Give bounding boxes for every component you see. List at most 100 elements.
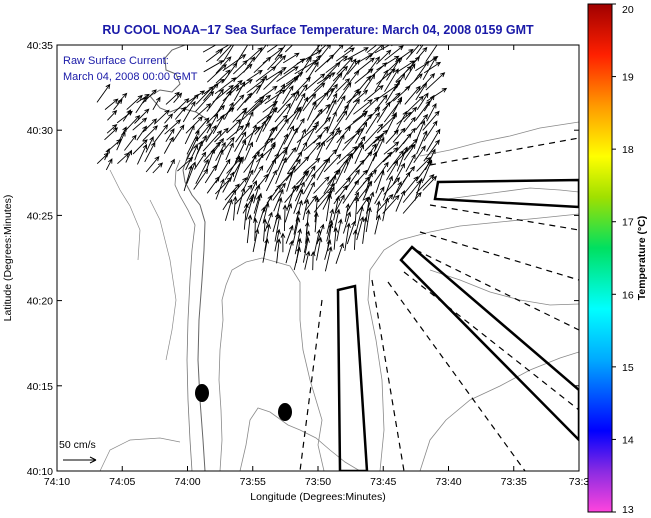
current-vector xyxy=(423,139,440,162)
current-vector xyxy=(104,98,119,110)
current-vector xyxy=(366,56,381,74)
current-vector xyxy=(426,87,448,102)
current-vector xyxy=(333,227,339,250)
current-vector xyxy=(415,100,431,121)
current-vector xyxy=(353,99,373,115)
current-vector xyxy=(206,64,227,83)
current-vector xyxy=(152,96,161,111)
current-vector xyxy=(124,134,137,151)
current-vector xyxy=(295,128,307,152)
dashed-sector-lines xyxy=(299,137,579,471)
x-tick-label: 73:45 xyxy=(370,476,396,488)
current-vector xyxy=(343,47,369,62)
current-vector xyxy=(276,66,299,82)
current-vector xyxy=(164,119,182,135)
current-vector xyxy=(274,45,286,60)
chart-title: RU COOL NOAA−17 Sea Surface Temperature:… xyxy=(102,23,534,37)
current-vector xyxy=(206,176,220,194)
current-vector xyxy=(345,98,360,121)
current-vector xyxy=(402,191,422,214)
current-vector xyxy=(374,69,388,92)
current-vector xyxy=(413,145,426,164)
current-vector xyxy=(332,110,348,133)
current-vector xyxy=(422,110,440,131)
current-vector xyxy=(344,222,351,251)
current-vector xyxy=(226,118,242,134)
current-vector xyxy=(396,60,416,73)
current-vector xyxy=(335,242,344,264)
current-vector xyxy=(326,208,335,234)
current-vector xyxy=(362,216,368,244)
colorbar-tick-label: 17 xyxy=(622,217,634,229)
current-vector xyxy=(264,211,273,232)
current-vector xyxy=(185,135,199,161)
current-vector xyxy=(193,151,207,170)
current-vector xyxy=(336,57,354,75)
current-vector xyxy=(215,178,225,200)
current-vector xyxy=(303,173,316,195)
current-vector xyxy=(325,55,348,74)
current-vector xyxy=(413,60,429,82)
current-vector xyxy=(244,141,254,161)
current-vector xyxy=(304,221,310,244)
current-vector xyxy=(316,157,331,181)
current-vector xyxy=(194,140,203,161)
current-vector xyxy=(356,216,365,241)
current-vector xyxy=(375,169,385,194)
current-vector xyxy=(116,92,128,105)
current-vector xyxy=(166,158,175,174)
current-vector xyxy=(163,136,174,154)
current-vector xyxy=(376,55,400,71)
current-vector xyxy=(404,176,419,194)
current-vector xyxy=(234,139,247,163)
current-vector xyxy=(416,156,432,172)
current-vector xyxy=(286,165,296,192)
current-vector xyxy=(312,87,335,104)
current-vector xyxy=(306,108,323,132)
current-vector xyxy=(416,130,428,155)
annotation-line-1: Raw Surface Current: xyxy=(63,55,169,67)
current-vector xyxy=(306,101,317,121)
current-vector xyxy=(224,198,233,221)
current-vector xyxy=(346,191,360,213)
radar-sector xyxy=(336,284,369,471)
current-vector xyxy=(274,214,282,242)
current-vector xyxy=(296,125,318,143)
current-vector xyxy=(106,124,118,134)
current-vector xyxy=(423,120,438,142)
current-vector xyxy=(326,83,338,101)
current-vector xyxy=(122,109,132,122)
station-marker xyxy=(278,403,292,421)
current-vector xyxy=(364,73,376,91)
current-vector xyxy=(422,56,437,81)
current-vector xyxy=(326,92,338,114)
current-vector xyxy=(134,108,150,124)
current-vector xyxy=(325,193,333,222)
current-vector xyxy=(336,145,358,165)
current-vector xyxy=(246,180,257,202)
current-vector xyxy=(426,128,441,152)
current-vector xyxy=(375,200,381,221)
current-vector xyxy=(273,118,289,141)
current-vector xyxy=(372,137,385,162)
current-vector xyxy=(266,67,287,81)
scale-arrow xyxy=(63,456,97,464)
current-vector xyxy=(282,52,300,64)
current-vector xyxy=(405,95,424,114)
current-vector xyxy=(314,54,335,73)
current-vector xyxy=(96,83,111,103)
current-vector xyxy=(336,218,343,242)
current-vector xyxy=(315,140,325,160)
current-vector xyxy=(246,214,253,244)
current-vector xyxy=(182,100,196,123)
current-vector xyxy=(252,165,264,183)
current-vector xyxy=(352,229,358,250)
y-tick-label: 40:25 xyxy=(27,210,53,222)
current-vector xyxy=(342,58,357,80)
current-vector xyxy=(235,122,251,143)
coastline-shelf xyxy=(174,159,196,471)
current-vector xyxy=(386,150,404,173)
current-vector xyxy=(313,74,332,92)
current-vector xyxy=(352,89,369,103)
current-vector xyxy=(425,72,446,91)
